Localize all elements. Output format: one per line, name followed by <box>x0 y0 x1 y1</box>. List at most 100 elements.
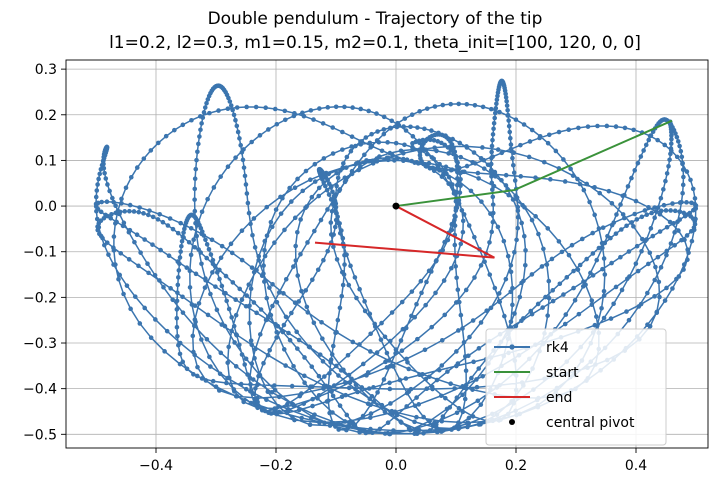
rk4-point <box>203 277 208 283</box>
rk4-point <box>239 297 245 303</box>
rk4-point <box>350 105 355 110</box>
rk4-point <box>127 202 133 208</box>
rk4-point <box>521 233 527 239</box>
rk4-point <box>157 212 162 217</box>
rk4-point <box>497 109 502 115</box>
rk4-point <box>300 188 306 194</box>
rk4-point <box>445 369 450 374</box>
rk4-point <box>494 97 500 103</box>
rk4-point <box>156 140 161 146</box>
rk4-point <box>201 233 207 238</box>
rk4-point <box>218 255 224 261</box>
rk4-point <box>357 286 362 292</box>
rk4-point <box>421 414 426 420</box>
rk4-point <box>335 214 340 219</box>
rk4-point <box>175 230 181 236</box>
rk4-point <box>629 220 635 225</box>
rk4-point <box>172 127 177 133</box>
rk4-point <box>276 394 282 400</box>
rk4-point <box>208 291 213 297</box>
rk4-point <box>324 187 330 193</box>
rk4-point <box>487 272 493 277</box>
rk4-point <box>491 121 497 126</box>
rk4-point <box>431 156 436 162</box>
rk4-point <box>431 138 437 143</box>
rk4-point <box>390 152 395 158</box>
rk4-point <box>369 131 374 137</box>
rk4-point <box>146 270 151 276</box>
rk4-point <box>278 211 284 216</box>
rk4-point <box>451 151 456 157</box>
rk4-point <box>234 105 240 110</box>
rk4-point <box>566 252 572 258</box>
rk4-point <box>559 249 565 255</box>
rk4-point <box>326 171 332 177</box>
rk4-point <box>226 306 232 312</box>
rk4-point <box>684 200 689 205</box>
rk4-point <box>476 346 482 351</box>
rk4-point <box>508 289 514 295</box>
rk4-point <box>590 251 596 256</box>
y-tick-label: −0.3 <box>23 336 57 352</box>
rk4-point <box>199 261 204 267</box>
rk4-point <box>266 127 271 132</box>
rk4-point <box>420 137 426 143</box>
rk4-point <box>381 127 387 132</box>
rk4-point <box>489 180 495 186</box>
rk4-point <box>174 307 180 312</box>
rk4-point <box>664 248 670 254</box>
rk4-point <box>397 377 403 383</box>
rk4-point <box>225 106 231 112</box>
rk4-point <box>295 346 300 351</box>
rk4-point <box>450 136 455 142</box>
rk4-point <box>458 176 463 182</box>
rk4-point <box>476 176 481 181</box>
rk4-point <box>131 209 137 214</box>
rk4-point <box>336 427 341 432</box>
rk4-point <box>297 393 303 399</box>
rk4-point <box>621 215 627 221</box>
rk4-point <box>503 276 509 282</box>
rk4-point <box>342 252 347 258</box>
rk4-point <box>219 283 225 289</box>
rk4-point <box>596 245 602 251</box>
rk4-point <box>453 155 459 161</box>
rk4-point <box>196 141 201 147</box>
rk4-point <box>523 262 528 268</box>
rk4-point <box>644 212 650 217</box>
rk4-point <box>428 137 433 143</box>
rk4-point <box>166 253 172 259</box>
rk4-point <box>210 270 215 275</box>
axes-frame <box>65 59 709 449</box>
rk4-point <box>550 288 555 293</box>
rk4-point <box>367 396 373 402</box>
rk4-point <box>632 168 638 173</box>
rk4-point <box>638 154 644 159</box>
rk4-point <box>374 350 380 355</box>
rk4-point <box>404 157 410 163</box>
rk4-point <box>469 375 474 381</box>
rk4-point <box>237 286 243 292</box>
rk4-point <box>229 250 235 256</box>
rk4-point <box>100 235 105 241</box>
rk4-point <box>148 148 154 153</box>
rk4-point <box>377 426 383 432</box>
rk4-point <box>167 216 173 221</box>
rk4-point <box>613 124 619 129</box>
rk4-point <box>585 124 591 129</box>
series-layer <box>93 78 699 437</box>
rk4-point <box>663 208 669 213</box>
rk4-point <box>461 339 467 345</box>
rk4-point <box>589 298 595 303</box>
rk4-point <box>322 420 327 426</box>
rk4-point <box>592 184 597 190</box>
legend-label-start: start <box>546 365 579 381</box>
rk4-point <box>655 205 661 210</box>
rk4-point <box>242 362 248 367</box>
rk4-point <box>463 368 469 374</box>
rk4-point <box>507 129 513 135</box>
rk4-point <box>387 386 393 392</box>
rk4-point <box>168 286 173 291</box>
rk4-point <box>179 238 185 244</box>
rk4-point <box>506 118 511 123</box>
